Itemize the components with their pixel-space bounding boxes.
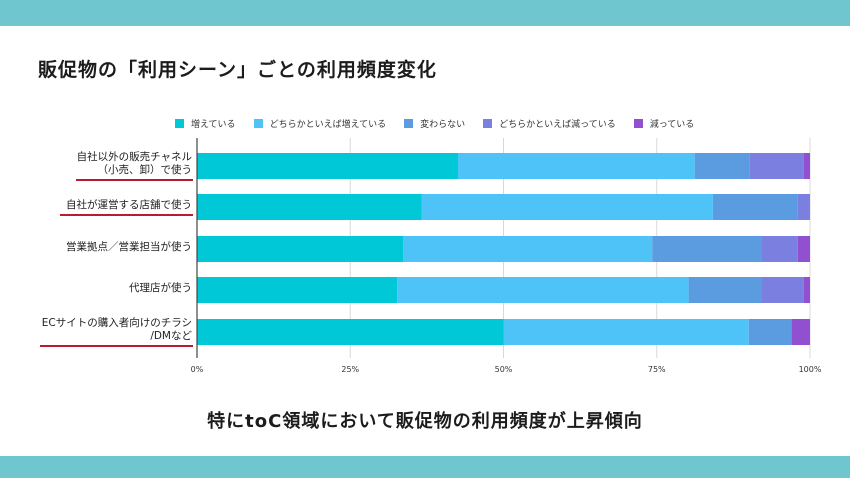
bar-segment <box>503 319 749 345</box>
bottom-band <box>0 456 850 478</box>
bar-segment <box>197 236 404 262</box>
x-tick-label: 25% <box>341 365 359 374</box>
bar-segment <box>397 277 689 303</box>
label-underline <box>76 179 193 181</box>
chart-legend: 増えている どちらかといえば増えている 変わらない どちらかといえば減っている 減ってい… <box>175 116 712 130</box>
bar-segment <box>197 194 422 220</box>
bar-segment <box>197 277 398 303</box>
label-underline <box>40 345 193 347</box>
bar-segment <box>421 194 713 220</box>
bar-segment <box>197 319 504 345</box>
x-tick-label: 0% <box>191 365 204 374</box>
bar-segment <box>803 277 810 303</box>
legend-item: どちらかといえば増えている <box>253 117 387 130</box>
bar-segment <box>797 236 810 262</box>
legend-item: 変わらない <box>404 117 465 130</box>
legend-item: 増えている <box>175 117 236 130</box>
bar-segment <box>803 153 810 179</box>
legend-label: 変わらない <box>420 119 466 130</box>
top-band <box>0 0 850 26</box>
category-label: 自社以外の販売チャネル （小売、卸）で使う <box>76 151 192 176</box>
x-tick-label: 75% <box>648 365 666 374</box>
legend-swatch <box>253 118 263 128</box>
bar-segment <box>403 236 653 262</box>
legend-item: 減っている <box>633 117 695 130</box>
bar-segment <box>652 236 762 262</box>
legend-label: どちらかといえば減っている <box>499 119 616 130</box>
category-label: 営業拠点／営業担当が使う <box>66 240 192 253</box>
bar-segment <box>749 153 804 179</box>
legend-label: どちらかといえば増えている <box>269 119 387 130</box>
legend-swatch <box>404 118 414 128</box>
bar-segment <box>748 319 792 345</box>
bar-segment <box>761 277 804 303</box>
x-tick-label: 100% <box>799 365 822 374</box>
page-title: 販促物の「利用シーン」ごとの利用頻度変化 <box>38 59 437 81</box>
category-label: 代理店が使う <box>129 281 192 294</box>
legend-swatch <box>633 118 643 128</box>
legend-item: どちらかといえば減っている <box>483 117 616 130</box>
bar-segment <box>688 277 762 303</box>
bar-segment <box>197 153 458 179</box>
category-label: ECサイトの購入者向けのチラシ/DMなど <box>41 317 192 342</box>
legend-label: 増えている <box>191 119 236 130</box>
legend-swatch <box>175 118 184 128</box>
bar-segment <box>694 153 750 179</box>
bar-segment <box>712 194 798 220</box>
legend-label: 減っている <box>649 119 695 130</box>
conclusion-text: 特にtoC領域において販促物の利用頻度が上昇傾向 <box>207 411 643 432</box>
category-label: 自社が運営する店舗で使う <box>66 198 192 211</box>
legend-swatch <box>483 118 493 128</box>
bar-segment <box>457 153 695 179</box>
bar-segment <box>791 319 810 345</box>
x-tick-label: 50% <box>495 365 513 374</box>
bar-segment <box>797 194 810 220</box>
bar-segment <box>761 236 798 262</box>
label-underline <box>60 213 193 216</box>
